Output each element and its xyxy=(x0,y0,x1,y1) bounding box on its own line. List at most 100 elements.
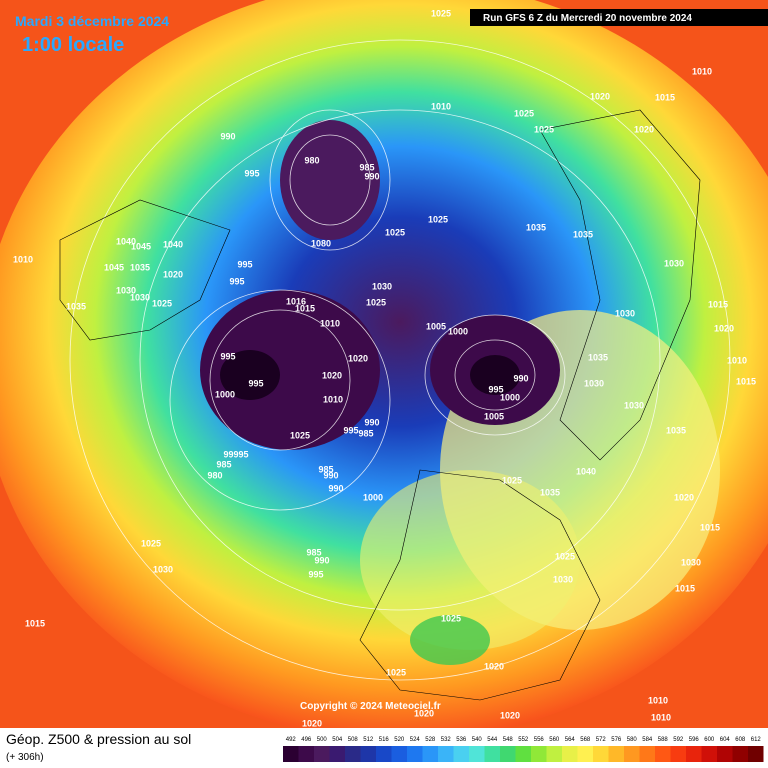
scale-swatch xyxy=(407,746,423,762)
isobar-label: 1045 xyxy=(104,262,124,272)
isobar-label: 1000 xyxy=(448,326,468,336)
scale-swatch xyxy=(562,746,578,762)
scale-swatch xyxy=(515,746,531,762)
isobar-label: 1015 xyxy=(25,618,45,628)
isobar-label: 1035 xyxy=(588,352,608,362)
scale-label: 592 xyxy=(673,737,684,743)
coastlines xyxy=(59,109,701,701)
isobar-label: 1025 xyxy=(290,430,310,440)
isobar-label: 1030 xyxy=(553,574,573,584)
scale-label: 600 xyxy=(704,737,715,743)
isobar-label: 1025 xyxy=(152,298,172,308)
scale-swatch xyxy=(329,746,345,762)
date-text: Mardi 3 décembre 2024 xyxy=(15,13,169,29)
isobar-label: 1010 xyxy=(651,712,671,722)
isobar-label: 1035 xyxy=(666,425,686,435)
isobar-label: 1015 xyxy=(295,303,315,313)
isobar-label: 995 xyxy=(248,378,263,388)
isobar-label: 1030 xyxy=(372,281,392,291)
scale-swatch xyxy=(701,746,717,762)
isobar-label: 1020 xyxy=(674,492,694,502)
low-center xyxy=(220,350,280,400)
isobar-label: 1020 xyxy=(500,710,520,720)
isobar-label: 1040 xyxy=(576,466,596,476)
isobar-label: 1025 xyxy=(555,551,575,561)
scale-swatch xyxy=(376,746,392,762)
field-patch xyxy=(360,470,580,650)
isobar-label: 1010 xyxy=(431,101,451,111)
isobar-label: 1020 xyxy=(322,370,342,380)
isobar-label: 1020 xyxy=(590,91,610,101)
isobar-lines xyxy=(69,39,731,681)
scale-label: 560 xyxy=(549,737,560,743)
run-banner xyxy=(470,9,768,26)
scale-label: 532 xyxy=(441,737,452,743)
isobar-label: 1030 xyxy=(624,400,644,410)
isobar-label: 1020 xyxy=(348,353,368,363)
scale-swatch xyxy=(345,746,361,762)
isobar-label: 1030 xyxy=(130,292,150,302)
isobar-label: 985 xyxy=(216,459,231,469)
scale-label: 500 xyxy=(317,737,328,743)
scale-swatch xyxy=(686,746,702,762)
isobar-label: 1030 xyxy=(584,378,604,388)
scale-swatch xyxy=(453,746,469,762)
scale-swatch xyxy=(438,746,454,762)
isobar-label: 1000 xyxy=(215,389,235,399)
scale-swatch xyxy=(655,746,671,762)
copyright: Copyright © 2024 Meteociel.fr xyxy=(300,701,441,712)
color-scale: 492 496 500 504 508 512 516 520 524 528 532 536 540 5… xyxy=(283,737,764,762)
low-center xyxy=(280,120,380,240)
isobar-label: 1010 xyxy=(692,66,712,76)
isobar-label: 995 xyxy=(244,168,259,178)
scale-label: 492 xyxy=(286,737,297,743)
isobar-label: 1025 xyxy=(431,8,451,18)
scale-label: 512 xyxy=(363,737,374,743)
scale-label: 520 xyxy=(394,737,405,743)
isobar-label: 980 xyxy=(207,470,222,480)
scale-swatch xyxy=(500,746,516,762)
field-patch xyxy=(410,615,490,665)
scale-swatch xyxy=(608,746,624,762)
scale-swatch xyxy=(748,746,764,762)
isobar-label: 1025 xyxy=(534,124,554,134)
scale-label: 596 xyxy=(689,737,700,743)
scale-label: 568 xyxy=(580,737,591,743)
isobar-label: 1035 xyxy=(540,487,560,497)
scale-swatch xyxy=(314,746,330,762)
isobar-label: 1015 xyxy=(675,583,695,593)
isobar-label: 1025 xyxy=(141,538,161,548)
footer-title: Géop. Z500 & pression au sol xyxy=(6,731,191,747)
isobar-label: 990 xyxy=(323,470,338,480)
scale-label: 516 xyxy=(379,737,390,743)
isobar-label: 1030 xyxy=(153,564,173,574)
isobar-label: 1015 xyxy=(708,299,728,309)
scale-label: 608 xyxy=(735,737,746,743)
isobar-label: 990 xyxy=(364,171,379,181)
scale-swatch xyxy=(469,746,485,762)
scale-swatch xyxy=(624,746,640,762)
isobar-label: 1035 xyxy=(130,262,150,272)
scale-swatch xyxy=(531,746,547,762)
isobar-label: 985 xyxy=(359,162,374,172)
scale-label: 524 xyxy=(410,737,421,743)
isobar-label: 995 xyxy=(237,259,252,269)
isobar-label: 1030 xyxy=(116,285,136,295)
scale-label: 548 xyxy=(503,737,514,743)
isobar-label: 1045 xyxy=(131,241,151,251)
isobar-label: 985 xyxy=(358,428,373,438)
time-text: 1:00 locale xyxy=(22,34,124,56)
isobar-label: 1015 xyxy=(736,376,756,386)
isobar-label: 1030 xyxy=(664,258,684,268)
isobar-label: 1025 xyxy=(366,297,386,307)
isobar-label: 990 xyxy=(314,555,329,565)
scale-swatch xyxy=(546,746,562,762)
isobar-label: 995 xyxy=(308,569,323,579)
scale-swatch xyxy=(422,746,438,762)
isobar-label: 1010 xyxy=(323,394,343,404)
scale-swatch xyxy=(577,746,593,762)
scale-label: 540 xyxy=(472,737,483,743)
scale-label: 528 xyxy=(425,737,436,743)
